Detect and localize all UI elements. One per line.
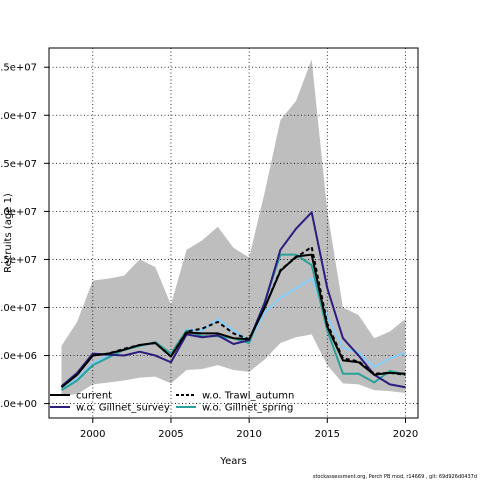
series-line-w-o-trawl-autumn bbox=[60, 245, 406, 389]
y-tick-label: 5.0e+06 bbox=[0, 351, 37, 362]
y-tick-label: 1.5e+07 bbox=[0, 255, 37, 266]
x-tick-label: 2010 bbox=[236, 429, 261, 440]
legend-label: w.o. Gillnet_spring bbox=[202, 403, 293, 414]
y-tick-label: 2.0e+07 bbox=[0, 207, 37, 218]
series-line-w-o-gillnet-survey bbox=[60, 211, 406, 389]
y-tick-label: 3.0e+07 bbox=[0, 111, 37, 122]
legend-label: current bbox=[76, 391, 112, 402]
plot-frame bbox=[48, 47, 419, 419]
x-axis-title: Years bbox=[219, 456, 246, 467]
footer-credit: stockassessment.org, Perch PB mod, r1466… bbox=[313, 474, 477, 480]
x-tick-label: 2005 bbox=[158, 429, 183, 440]
y-tick-label: 2.5e+07 bbox=[0, 159, 37, 170]
x-tick-label: 2020 bbox=[393, 429, 418, 440]
y-tick-label: 0.0e+00 bbox=[0, 399, 37, 410]
y-axis-title: Recruits (age 1) bbox=[3, 193, 14, 273]
y-tick-label: 1.0e+07 bbox=[0, 303, 37, 314]
legend-label: w.o. Gillnet_survey bbox=[76, 403, 170, 414]
y-tick-label: 3.5e+07 bbox=[0, 63, 37, 74]
confidence-band bbox=[61, 59, 406, 396]
legend-label: w.o. Trawl_autumn bbox=[202, 391, 294, 402]
x-tick-label: 2000 bbox=[80, 429, 105, 440]
x-tick-label: 2015 bbox=[315, 429, 340, 440]
